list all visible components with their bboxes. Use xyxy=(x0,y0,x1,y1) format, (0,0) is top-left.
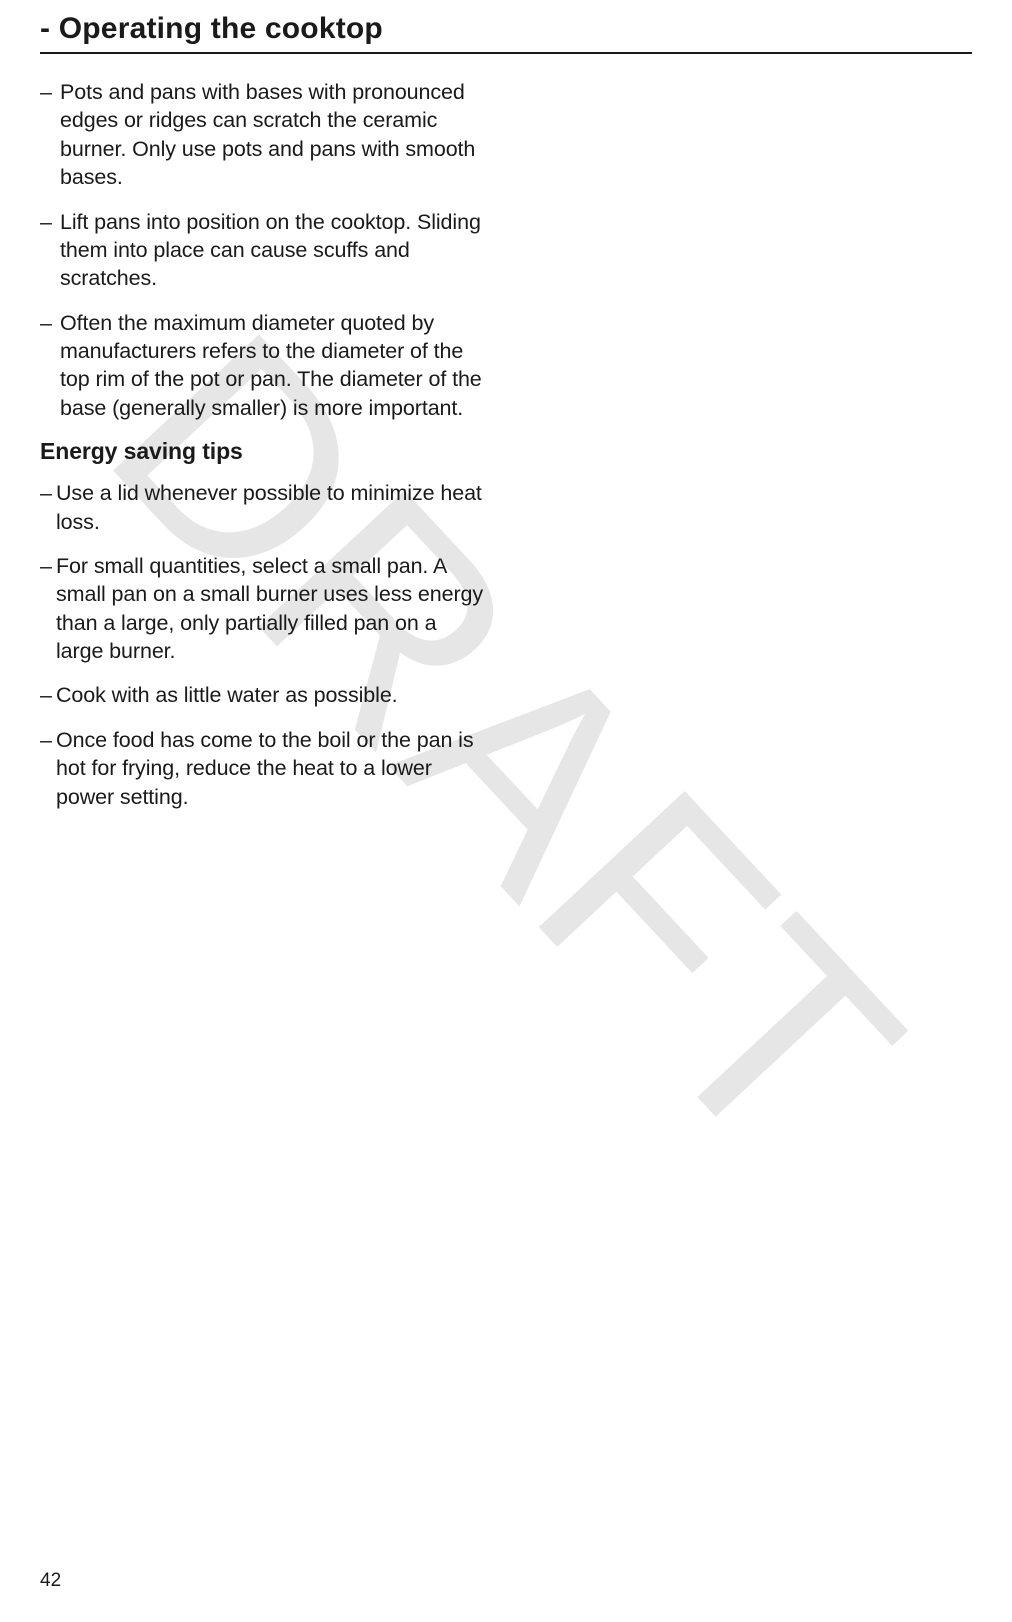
dash-icon: – xyxy=(40,479,56,536)
list-item: – Use a lid whenever possible to minimiz… xyxy=(40,479,485,536)
list-item-text: Pots and pans with bases with pro­nounce… xyxy=(60,78,485,192)
list-item-text: For small quantities, select a small pan… xyxy=(56,552,485,666)
dash-icon: – xyxy=(40,208,60,293)
page: DRAFT - Operating the cooktop – Pots and… xyxy=(0,0,1012,1622)
list-item: – Lift pans into position on the cooktop… xyxy=(40,208,485,293)
list-item-text: Cook with as little water as possible. xyxy=(56,681,398,709)
list-item-text: Once food has come to the boil or the pa… xyxy=(56,726,485,811)
list-item: – Cook with as little water as possible. xyxy=(40,681,485,709)
subheading: Energy saving tips xyxy=(40,438,485,465)
dash-icon: – xyxy=(40,78,60,192)
title-prefix: - xyxy=(40,12,50,45)
list-item: – Often the maximum diameter quoted by m… xyxy=(40,309,485,423)
list-item: – Once food has come to the boil or the … xyxy=(40,726,485,811)
dash-icon: – xyxy=(40,309,60,423)
page-number: 42 xyxy=(40,1570,61,1592)
list-item-text: Often the maximum diameter quoted by man… xyxy=(60,309,485,423)
dash-icon: – xyxy=(40,552,56,666)
list-item-text: Use a lid whenever possible to minimize … xyxy=(56,479,485,536)
content-area: - Operating the cooktop – Pots and pans … xyxy=(40,12,972,811)
dash-icon: – xyxy=(40,726,56,811)
body-column: – Pots and pans with bases with pro­noun… xyxy=(40,78,485,811)
dash-icon: – xyxy=(40,681,56,709)
title-text: Operating the cooktop xyxy=(59,12,383,45)
list-item-text: Lift pans into position on the cooktop. … xyxy=(60,208,485,293)
header-row: - Operating the cooktop xyxy=(40,12,972,54)
page-title: - Operating the cooktop xyxy=(40,12,383,46)
list-item: – Pots and pans with bases with pro­noun… xyxy=(40,78,485,192)
list-item: – For small quantities, select a small p… xyxy=(40,552,485,666)
